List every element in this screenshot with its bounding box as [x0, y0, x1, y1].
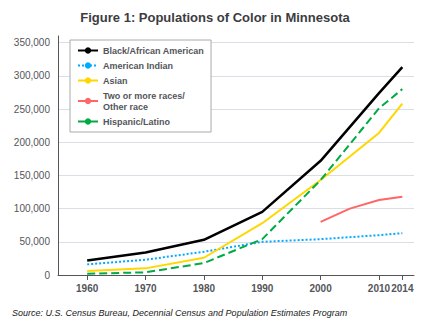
svg-text:1990: 1990 — [251, 283, 274, 294]
svg-text:Other race: Other race — [103, 102, 148, 112]
svg-text:0: 0 — [44, 270, 50, 281]
svg-text:350,000: 350,000 — [14, 37, 51, 48]
svg-text:1980: 1980 — [193, 283, 216, 294]
svg-text:Figure 1: Populations of Color: Figure 1: Populations of Color in Minnes… — [80, 10, 350, 25]
svg-text:1970: 1970 — [134, 283, 157, 294]
svg-text:150,000: 150,000 — [14, 170, 51, 181]
svg-text:American Indian: American Indian — [103, 61, 173, 71]
svg-text:Asian: Asian — [103, 76, 128, 86]
svg-text:250,000: 250,000 — [14, 104, 51, 115]
svg-text:Hispanic/Latino: Hispanic/Latino — [103, 117, 171, 127]
svg-text:Black/African American: Black/African American — [103, 46, 204, 56]
svg-text:2014: 2014 — [391, 283, 414, 294]
svg-text:50,000: 50,000 — [19, 236, 50, 247]
svg-text:2000: 2000 — [309, 283, 332, 294]
svg-text:Two or more races/: Two or more races/ — [103, 91, 185, 101]
svg-text:300,000: 300,000 — [14, 70, 51, 81]
svg-text:1960: 1960 — [76, 283, 99, 294]
svg-text:Source: U.S. Census Bureau, De: Source: U.S. Census Bureau, Decennial Ce… — [12, 308, 348, 318]
svg-text:2010: 2010 — [368, 283, 391, 294]
svg-text:100,000: 100,000 — [14, 203, 51, 214]
svg-text:200,000: 200,000 — [14, 137, 51, 148]
